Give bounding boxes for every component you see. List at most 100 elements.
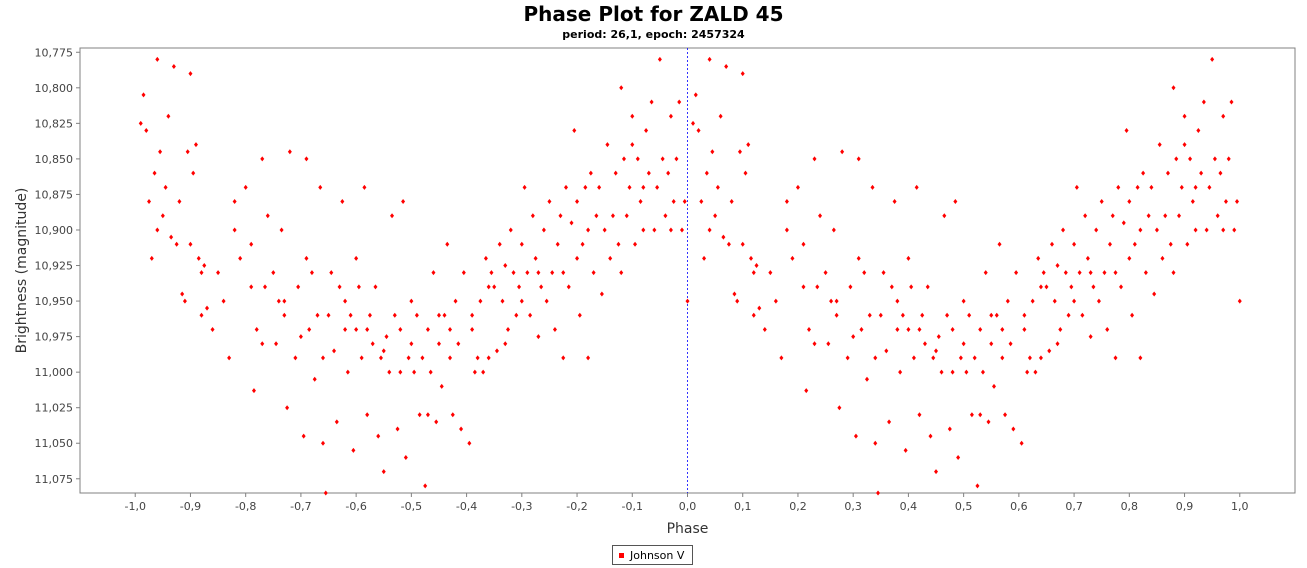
data-point bbox=[254, 327, 259, 333]
data-point bbox=[425, 327, 430, 333]
data-point bbox=[1041, 270, 1046, 276]
data-point bbox=[992, 383, 997, 389]
data-point bbox=[1055, 341, 1060, 347]
data-point bbox=[784, 227, 789, 233]
data-point bbox=[677, 99, 682, 105]
data-point bbox=[555, 241, 560, 247]
data-point bbox=[1077, 270, 1082, 276]
data-point bbox=[323, 490, 328, 496]
data-point bbox=[1127, 255, 1132, 261]
data-point bbox=[873, 440, 878, 446]
data-point bbox=[807, 327, 811, 333]
data-point bbox=[1091, 284, 1096, 290]
data-point bbox=[564, 184, 568, 190]
data-point bbox=[1135, 184, 1140, 190]
data-point bbox=[934, 348, 939, 354]
data-point bbox=[1080, 312, 1085, 318]
data-point bbox=[1036, 255, 1041, 261]
data-point bbox=[1055, 263, 1060, 269]
data-point bbox=[287, 149, 292, 155]
data-point bbox=[1232, 227, 1237, 233]
data-point bbox=[1063, 270, 1068, 276]
data-point bbox=[387, 369, 392, 375]
data-point bbox=[1168, 241, 1173, 247]
x-tick-label: 1,0 bbox=[1231, 500, 1249, 513]
y-axis: 10,775 10,800 10,825 10,850 10,875 10,900 10,9… bbox=[35, 46, 80, 486]
data-point bbox=[550, 270, 555, 276]
data-point bbox=[953, 199, 958, 205]
data-point bbox=[1132, 241, 1137, 247]
data-point bbox=[1008, 341, 1013, 347]
legend-marker-icon bbox=[619, 552, 624, 558]
data-point bbox=[795, 184, 800, 190]
data-point bbox=[726, 241, 731, 247]
data-point bbox=[773, 298, 778, 304]
data-point bbox=[528, 312, 533, 318]
data-point bbox=[1207, 184, 1212, 190]
data-point bbox=[566, 284, 571, 290]
data-point bbox=[713, 213, 718, 219]
y-tick-label: 10,975 bbox=[35, 331, 74, 344]
data-point bbox=[754, 263, 759, 269]
data-point bbox=[900, 312, 905, 318]
data-point bbox=[367, 312, 372, 318]
data-point bbox=[679, 227, 684, 233]
data-point bbox=[265, 213, 270, 219]
data-point bbox=[508, 227, 513, 233]
data-point bbox=[608, 255, 613, 261]
data-point bbox=[232, 227, 237, 233]
x-tick-label: 0,3 bbox=[844, 500, 862, 513]
data-point bbox=[859, 327, 864, 333]
data-point bbox=[1113, 270, 1118, 276]
data-point bbox=[870, 184, 875, 190]
data-point bbox=[887, 419, 892, 425]
y-tick-label: 10,900 bbox=[35, 224, 74, 237]
data-point bbox=[1085, 255, 1090, 261]
data-point bbox=[1160, 255, 1165, 261]
data-point bbox=[459, 426, 464, 432]
data-point bbox=[699, 199, 704, 205]
data-point bbox=[1022, 312, 1027, 318]
data-point bbox=[428, 369, 433, 375]
data-point bbox=[657, 56, 662, 62]
data-point bbox=[409, 298, 414, 304]
data-point bbox=[486, 284, 491, 290]
data-point bbox=[975, 483, 980, 489]
data-point bbox=[1179, 184, 1184, 190]
data-point bbox=[630, 142, 635, 148]
x-tick-label: 0,5 bbox=[955, 500, 973, 513]
data-point bbox=[539, 284, 544, 290]
data-point bbox=[370, 341, 375, 347]
data-point bbox=[784, 199, 789, 205]
data-point bbox=[414, 312, 419, 318]
data-point bbox=[1185, 241, 1190, 247]
data-point bbox=[251, 388, 256, 394]
data-point bbox=[707, 56, 712, 62]
data-point bbox=[732, 291, 737, 297]
data-point bbox=[917, 327, 922, 333]
data-point bbox=[934, 469, 939, 475]
y-tick-label: 10,800 bbox=[35, 82, 74, 95]
data-point bbox=[989, 312, 994, 318]
data-point bbox=[964, 369, 969, 375]
data-point bbox=[588, 170, 593, 176]
data-point bbox=[171, 63, 176, 69]
data-point bbox=[417, 412, 422, 418]
data-point bbox=[1190, 199, 1195, 205]
data-point bbox=[343, 327, 348, 333]
data-point bbox=[536, 270, 541, 276]
data-point bbox=[249, 284, 254, 290]
data-point bbox=[972, 355, 977, 361]
data-point bbox=[378, 355, 383, 361]
data-point bbox=[354, 255, 359, 261]
y-tick-label: 11,075 bbox=[35, 473, 74, 486]
data-point bbox=[663, 213, 668, 219]
data-point bbox=[715, 184, 720, 190]
data-point bbox=[155, 56, 160, 62]
data-point bbox=[152, 170, 157, 176]
data-point bbox=[751, 312, 756, 318]
data-point bbox=[1088, 334, 1093, 340]
data-point bbox=[724, 63, 729, 69]
data-point bbox=[947, 426, 952, 432]
